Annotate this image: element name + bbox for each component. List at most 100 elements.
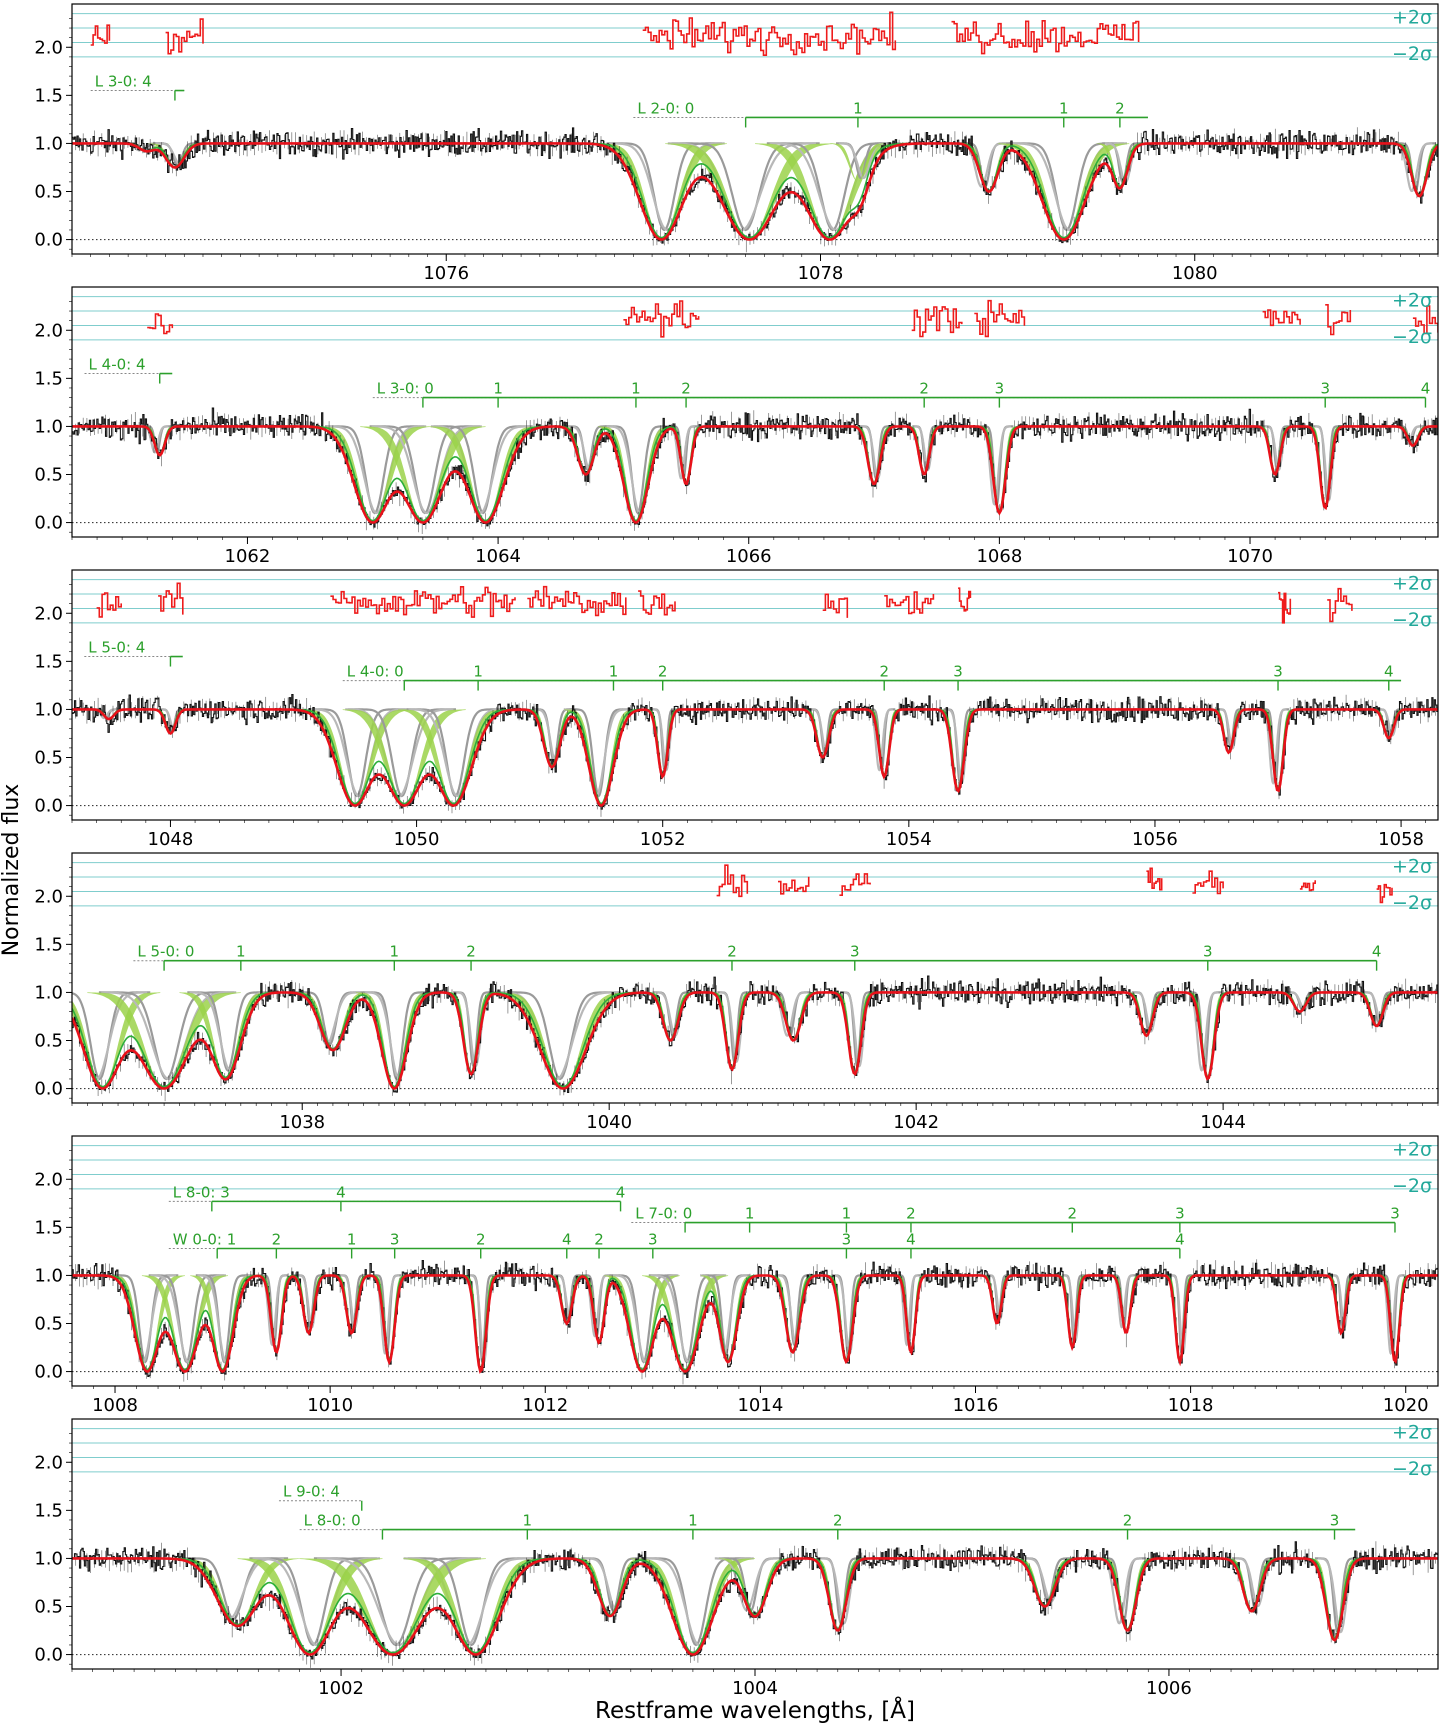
plot-area: L 3-0: 4 L 2-0: 0 1 1 2 xyxy=(72,11,1438,253)
ladder-label: L 3-0: 4 xyxy=(95,73,152,91)
ladder-tick-label: 1 xyxy=(236,943,246,961)
ladder-label: L 9-0: 4 xyxy=(283,1483,340,1501)
y-tick-label: 1.0 xyxy=(34,416,63,437)
x-tick-label: 1010 xyxy=(307,1395,353,1416)
sigma-plus-label: +2σ xyxy=(1392,1421,1432,1443)
x-tick-label: 1050 xyxy=(394,829,440,850)
y-tick-label: 0.0 xyxy=(34,513,63,534)
y-tick-label: 1.0 xyxy=(34,982,63,1003)
sigma-plus-label: +2σ xyxy=(1392,855,1432,877)
x-tick-label: 1006 xyxy=(1146,1678,1192,1699)
h2-band xyxy=(316,426,430,523)
panels-group: L 3-0: 4 L 2-0: 0 1 1 2 +2σ −2σ 0.0 0.5 1.0 1.5 2.0… xyxy=(34,3,1439,1699)
panel-5: L 8-0: 3 4 4 L 7-0: 0 1 1 2 2 3 3 W 0-0: 1 2 1 3 2 4 2 3 3… xyxy=(34,1135,1439,1416)
sigma-plus-label: +2σ xyxy=(1392,572,1432,594)
y-axis-label: Normalized flux xyxy=(0,784,24,957)
total-model xyxy=(72,425,1438,524)
ladder-tick-label: 2 xyxy=(1115,99,1125,117)
component-profile xyxy=(252,1557,380,1647)
ladder-tick-label: 4 xyxy=(1175,1231,1185,1249)
x-tick-label: 1018 xyxy=(1168,1395,1214,1416)
plot-area: L 5-0: 4 L 4-0: 0 1 1 2 2 3 3 4 xyxy=(72,579,1438,817)
ladder-tick-label: 1 xyxy=(347,1231,357,1249)
ladder-tick-label: 2 xyxy=(466,943,476,961)
sigma-minus-label: −2σ xyxy=(1392,609,1432,631)
panel-frame xyxy=(71,286,1439,538)
ladder-tick-label: 3 xyxy=(1390,1205,1400,1223)
x-tick-label: 1080 xyxy=(1172,263,1218,284)
residual-segment xyxy=(527,585,627,617)
ladder-tick-label: 3 xyxy=(1273,663,1283,681)
x-tick-label: 1064 xyxy=(475,546,521,567)
total-model xyxy=(72,1274,1438,1374)
ladder-tick-label: 2 xyxy=(658,663,668,681)
ladder-tick-label: 2 xyxy=(906,1205,916,1223)
residual-segment xyxy=(1299,880,1316,892)
y-tick-label: 1.5 xyxy=(34,368,63,389)
residual-segment xyxy=(974,299,1026,338)
x-tick-label: 1052 xyxy=(640,829,686,850)
ladder-tick-label: 2 xyxy=(1068,1205,1078,1223)
ladder-tick-label: 1 xyxy=(853,99,863,117)
x-tick-label: 1004 xyxy=(732,1678,778,1699)
component-profile xyxy=(150,1274,226,1364)
ladder-tick-label: 2 xyxy=(919,380,929,398)
x-tick-label: 1044 xyxy=(1200,1112,1246,1133)
panel-1: L 3-0: 4 L 2-0: 0 1 1 2 +2σ −2σ 0.0 0.5 1.0 1.5 2.0… xyxy=(34,3,1439,284)
sigma-minus-label: −2σ xyxy=(1392,43,1432,65)
y-tick-label: 1.5 xyxy=(34,934,63,955)
y-tick-label: 0.5 xyxy=(34,1031,63,1052)
panel-frame xyxy=(71,852,1439,1104)
y-tick-label: 0.0 xyxy=(34,796,63,817)
x-tick-label: 1014 xyxy=(737,1395,783,1416)
ladder-tick-label: 3 xyxy=(842,1231,852,1249)
residual-segment xyxy=(90,24,111,46)
h2-band xyxy=(87,992,241,1089)
h2-band xyxy=(294,992,372,1051)
y-tick-label: 0.0 xyxy=(34,1079,63,1100)
residual-segment xyxy=(1262,309,1301,327)
ladder-tick-label: 2 xyxy=(833,1512,843,1530)
ladder-label: L 4-0: 0 xyxy=(347,663,404,681)
residual-segment xyxy=(638,590,676,616)
h2-band xyxy=(429,426,542,523)
ladder-tick-label: 1 xyxy=(631,380,641,398)
ladder-tick-label: 2 xyxy=(594,1231,604,1249)
ladder-tick-label: 4 xyxy=(1384,663,1394,681)
sigma-minus-label: −2σ xyxy=(1392,892,1432,914)
ladder-tick-label: 1 xyxy=(1059,99,1069,117)
y-tick-label: 0.0 xyxy=(34,1645,63,1666)
residual-segment xyxy=(911,306,963,338)
residual-segment xyxy=(165,18,204,55)
ladder-label: L 8-0: 0 xyxy=(304,1512,361,1530)
residual-segment xyxy=(623,300,700,338)
x-tick-label: 1040 xyxy=(586,1112,632,1133)
sigma-plus-label: +2σ xyxy=(1392,1138,1432,1160)
ladder-tick-label: 4 xyxy=(906,1231,916,1249)
observed-spectrum xyxy=(72,1260,1438,1379)
residual-segment xyxy=(147,313,174,335)
sigma-minus-label: −2σ xyxy=(1392,326,1432,348)
plot-area: L 9-0: 4 L 8-0: 0 1 1 2 2 3 xyxy=(72,1428,1438,1668)
plot-area: L 4-0: 4 L 3-0: 0 1 1 2 2 3 3 4 xyxy=(72,296,1438,534)
x-tick-label: 1038 xyxy=(279,1112,325,1133)
x-tick-label: 1070 xyxy=(1227,546,1273,567)
residual-segment xyxy=(96,592,122,618)
panel-4: L 5-0: 0 1 1 2 2 3 3 4 +2σ −2σ 0.0 0.5 1.0 1.5 2.0 1038… xyxy=(34,852,1439,1133)
y-tick-label: 0.0 xyxy=(34,230,63,251)
x-tick-label: 1068 xyxy=(976,546,1022,567)
component-profile xyxy=(371,425,482,515)
ladder-tick-label: 3 xyxy=(648,1231,658,1249)
ladder-tick-label: 3 xyxy=(850,943,860,961)
sigma-minus-label: −2σ xyxy=(1392,1175,1432,1197)
y-tick-label: 2.0 xyxy=(34,1169,63,1190)
x-tick-label: 1016 xyxy=(953,1395,999,1416)
panel-2: L 4-0: 4 L 3-0: 0 1 1 2 2 3 3 4 +2σ −2σ 0.0 0.5 1.0 1.… xyxy=(34,286,1439,567)
ladder-tick-label: 1 xyxy=(609,663,619,681)
x-tick-label: 1056 xyxy=(1132,829,1178,850)
component-profile xyxy=(317,1557,481,1647)
h2-band xyxy=(642,1275,729,1372)
residual-segment xyxy=(884,591,935,615)
ladder-tick-label: 3 xyxy=(1320,380,1330,398)
ladder-label: L 7-0: 0 xyxy=(635,1205,692,1223)
